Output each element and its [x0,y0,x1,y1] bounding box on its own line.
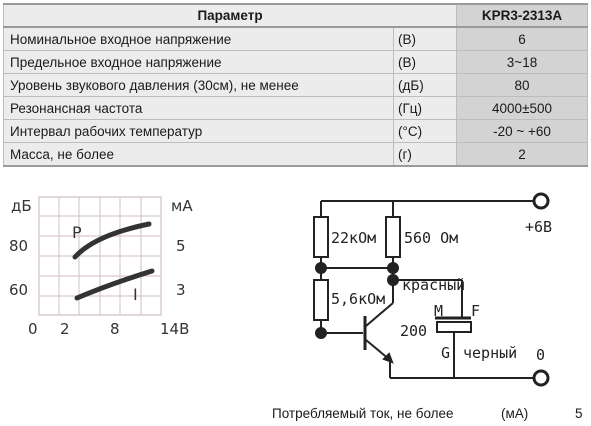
black-wire-label: черный [463,344,517,362]
row-name: Резонансная частота [3,96,394,120]
x-tick: 2 [60,320,70,338]
pin-g-label: G [441,344,450,362]
table-row: Номинальное входное напряжение (В) 6 [3,26,589,51]
header-parameter: Параметр [2,3,458,28]
row-value: 6 [456,26,589,51]
circuit-labels: 22кОм 560 Ом 5,6кОм +6В 0 красный черный… [331,218,552,364]
resistor-r2 [385,216,401,258]
row-name: Номинальное входное напряжение [3,26,394,51]
left-axis-unit: дБ [11,197,32,215]
right-axis-unit: мА [171,197,193,215]
junction-dot [387,262,399,274]
row-value: 2 [456,142,589,167]
table-row: Предельное входное напряжение (В) 3~18 [3,50,589,74]
r3-label: 5,6кОм [331,290,385,308]
zero-label: 0 [536,346,545,364]
row-value: 3~18 [456,50,589,74]
row-value: 4000±500 [456,96,589,120]
right-tick: 3 [176,281,186,299]
junction-dot [315,327,327,339]
row-unit: (В) [392,26,458,51]
x-tick: 14В [160,320,189,338]
current-unit: (мА) [501,406,529,421]
transistor-collector [365,302,394,327]
row-unit: (В) [392,50,458,74]
row-unit: (г) [392,142,458,167]
ground-terminal-icon [532,369,550,387]
row-name: Масса, не более [3,142,394,167]
x-tick: 0 [28,320,38,338]
row-unit: (Гц) [392,96,458,120]
table-row: Интервал рабочих температур (°C) -20 ~ +… [3,119,589,143]
curve-p-label: P [72,223,82,242]
table-row: Уровень звукового давления (30см), не ме… [3,73,589,97]
performance-graph: P I дБ мА 80 60 5 3 0 2 8 14В [9,196,193,338]
table-row: Резонансная частота (Гц) 4000±500 [3,96,589,120]
r1-label: 22кОм [331,229,376,247]
x-tick: 8 [110,320,120,338]
row-name: Интервал рабочих температур [3,119,394,143]
left-tick: 80 [9,237,28,255]
emitter-arrow-icon [382,352,394,364]
plus-terminal-icon [532,192,550,210]
curve-i-label: I [133,285,138,304]
table-row: Масса, не более (г) 2 [3,142,589,167]
part-number-label: 200 [400,322,427,340]
row-value: -20 ~ +60 [456,119,589,143]
resistor-r3 [313,279,329,321]
resistor-r1 [313,216,329,258]
junction-dot [315,262,327,274]
pin-m-label: M [434,302,443,320]
circuit-diagram [313,192,550,387]
current-label: Потребляемый ток, не более [272,406,454,421]
plus-label: +6В [525,218,552,236]
graph-grid [38,196,162,316]
current-curve [74,268,155,301]
left-tick: 60 [9,281,28,299]
current-value: 5 [575,406,583,421]
right-tick: 5 [176,237,186,255]
pin-f-label: F [471,302,480,320]
row-unit: (°C) [392,119,458,143]
row-name: Предельное входное напряжение [3,50,394,74]
pressure-curve [72,221,152,260]
junction-dot [387,274,399,286]
table-header-row: Параметр KPR3-2313A [2,3,589,28]
r2-label: 560 Ом [404,229,458,247]
row-name: Уровень звукового давления (30см), не ме… [3,73,394,97]
spec-table: Параметр KPR3-2313A Номинальное входное … [2,3,589,167]
header-model: KPR3-2313A [456,3,589,28]
red-wire-label: красный [402,276,465,294]
buzzer-body [436,321,472,333]
